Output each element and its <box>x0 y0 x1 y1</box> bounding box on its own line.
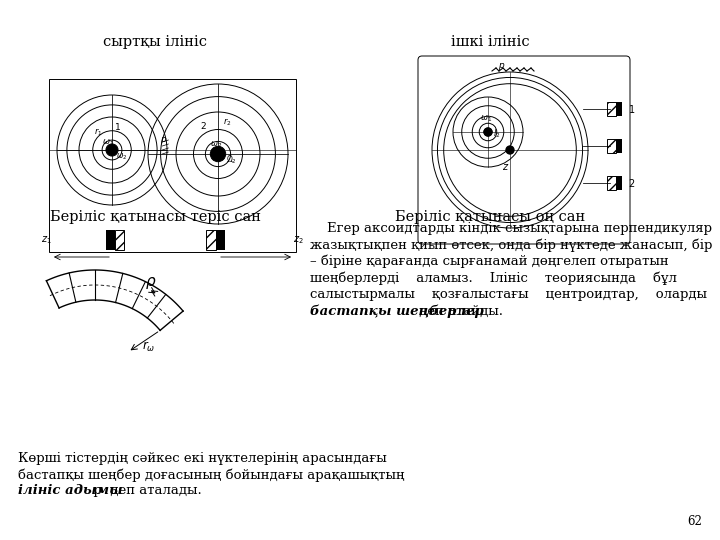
Bar <box>607 103 616 117</box>
Polygon shape <box>116 273 145 308</box>
Text: $\omega_2$: $\omega_2$ <box>116 151 127 161</box>
Text: Көрші тістердің сәйкес екі нүктелерінің арасындағы: Көрші тістердің сәйкес екі нүктелерінің … <box>18 452 387 465</box>
Text: $\omega_1$: $\omega_1$ <box>480 113 492 124</box>
Text: $1$: $1$ <box>628 104 635 116</box>
Text: бастапқы шеңберлер: бастапқы шеңберлер <box>310 305 484 318</box>
Circle shape <box>106 144 118 156</box>
Text: $z_2$: $z_2$ <box>293 234 304 246</box>
Text: шеңберлерді    аламыз.    Ілініс    теориясында    бұл: шеңберлерді аламыз. Ілініс теориясында б… <box>310 272 677 285</box>
Text: р  деп аталады.: р деп аталады. <box>85 484 202 497</box>
Text: жазықтықпен қиып өтсек, онда бір нүктеде жанасып, бір: жазықтықпен қиып өтсек, онда бір нүктеде… <box>310 239 712 252</box>
Text: ішкі ілініс: ішкі ілініс <box>451 35 529 49</box>
Circle shape <box>505 145 515 154</box>
Text: $p$: $p$ <box>498 61 505 72</box>
Text: $p$: $p$ <box>160 135 167 146</box>
Text: ілініс адымы: ілініс адымы <box>18 484 122 497</box>
Text: $2$: $2$ <box>628 177 635 189</box>
Bar <box>49 79 296 252</box>
Polygon shape <box>148 294 183 330</box>
Text: $l_2$: $l_2$ <box>493 128 500 140</box>
Text: $r_{\omega}$: $r_{\omega}$ <box>142 340 155 354</box>
Text: $1$: $1$ <box>114 121 121 132</box>
Bar <box>607 139 616 153</box>
Text: Беріліс қатынасы теріс сан: Беріліс қатынасы теріс сан <box>50 210 261 224</box>
Bar <box>616 139 622 153</box>
Text: $z_1$: $z_1$ <box>41 234 52 246</box>
Text: 62: 62 <box>687 515 702 528</box>
Text: $z$: $z$ <box>502 162 509 172</box>
Text: $2$: $2$ <box>200 120 207 131</box>
Text: Беріліс қатынасы оң сан: Беріліс қатынасы оң сан <box>395 210 585 224</box>
Text: $\rho$: $\rho$ <box>145 275 156 291</box>
Text: сыртқы ілініс: сыртқы ілініс <box>103 35 207 49</box>
Bar <box>206 230 215 250</box>
Bar <box>607 176 616 190</box>
Text: $\omega_1$: $\omega_1$ <box>102 138 114 149</box>
Circle shape <box>210 146 225 161</box>
Bar <box>114 230 125 250</box>
Text: $\omega_2$: $\omega_2$ <box>210 139 222 150</box>
Bar <box>106 230 114 250</box>
Text: Егер аксоидтарды кіндік сызықтарына перпендикуляр: Егер аксоидтарды кіндік сызықтарына перп… <box>310 222 712 235</box>
Text: – біріне қарағанда сырғанамай дөңгелеп отыратын: – біріне қарағанда сырғанамай дөңгелеп о… <box>310 255 669 268</box>
Bar <box>215 230 225 250</box>
Circle shape <box>483 127 492 137</box>
Bar <box>616 103 622 117</box>
Polygon shape <box>69 270 95 302</box>
Text: салыстырмалы    қозғалыстағы    центроидтар,    оларды: салыстырмалы қозғалыстағы центроидтар, о… <box>310 288 707 301</box>
Text: $r_2$: $r_2$ <box>223 116 232 127</box>
Text: деп атайды.: деп атайды. <box>415 305 503 318</box>
Bar <box>616 176 622 190</box>
Text: $\Omega_2$: $\Omega_2$ <box>226 153 237 165</box>
Text: $r_1$: $r_1$ <box>94 127 102 138</box>
Text: бастапқы шеңбер доғасының бойындағы арақашықтың: бастапқы шеңбер доғасының бойындағы арақ… <box>18 468 405 482</box>
